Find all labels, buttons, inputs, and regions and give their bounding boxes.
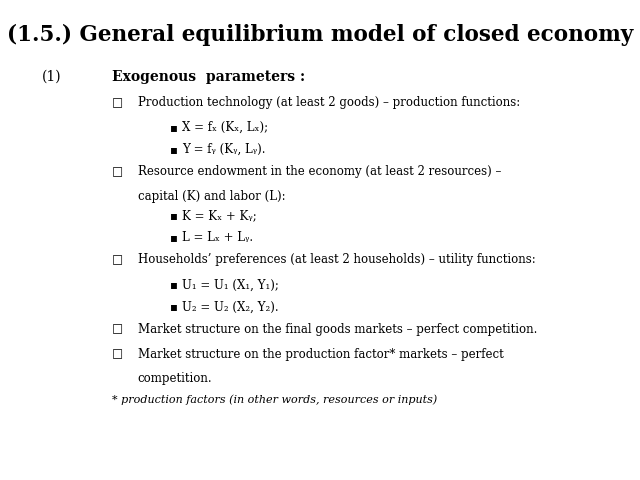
Text: ▪: ▪ (170, 209, 178, 222)
Text: □: □ (112, 96, 123, 109)
Text: □: □ (112, 253, 123, 266)
Text: capital (K) and labor (L):: capital (K) and labor (L): (138, 190, 285, 203)
Text: K = Kₓ + Kᵧ;: K = Kₓ + Kᵧ; (182, 209, 257, 222)
Text: ▪: ▪ (170, 300, 178, 313)
Text: U₁ = U₁ (X₁, Y₁);: U₁ = U₁ (X₁, Y₁); (182, 278, 279, 291)
Text: competition.: competition. (138, 372, 212, 385)
Text: Market structure on the production factor* markets – perfect: Market structure on the production facto… (138, 348, 503, 360)
Text: U₂ = U₂ (X₂, Y₂).: U₂ = U₂ (X₂, Y₂). (182, 300, 279, 313)
Text: ▪: ▪ (170, 231, 178, 244)
Text: Production technology (at least 2 goods) – production functions:: Production technology (at least 2 goods)… (138, 96, 520, 109)
Text: Households’ preferences (at least 2 households) – utility functions:: Households’ preferences (at least 2 hous… (138, 253, 535, 266)
Text: ▪: ▪ (170, 143, 178, 156)
Text: Resource endowment in the economy (at least 2 resources) –: Resource endowment in the economy (at le… (138, 165, 501, 178)
Text: □: □ (112, 348, 123, 360)
Text: (1): (1) (42, 70, 61, 84)
Text: (1.5.) General equilibrium model of closed economy: (1.5.) General equilibrium model of clos… (7, 24, 633, 46)
Text: ▪: ▪ (170, 121, 178, 134)
Text: Y = fᵧ (Kᵧ, Lᵧ).: Y = fᵧ (Kᵧ, Lᵧ). (182, 143, 266, 156)
Text: L = Lₓ + Lᵧ.: L = Lₓ + Lᵧ. (182, 231, 253, 244)
Text: ▪: ▪ (170, 278, 178, 291)
Text: □: □ (112, 323, 123, 336)
Text: Market structure on the final goods markets – perfect competition.: Market structure on the final goods mark… (138, 323, 537, 336)
Text: X = fₓ (Kₓ, Lₓ);: X = fₓ (Kₓ, Lₓ); (182, 121, 269, 134)
Text: Exogenous  parameters :: Exogenous parameters : (112, 70, 305, 84)
Text: * production factors (in other words, resources or inputs): * production factors (in other words, re… (112, 394, 437, 405)
Text: □: □ (112, 165, 123, 178)
